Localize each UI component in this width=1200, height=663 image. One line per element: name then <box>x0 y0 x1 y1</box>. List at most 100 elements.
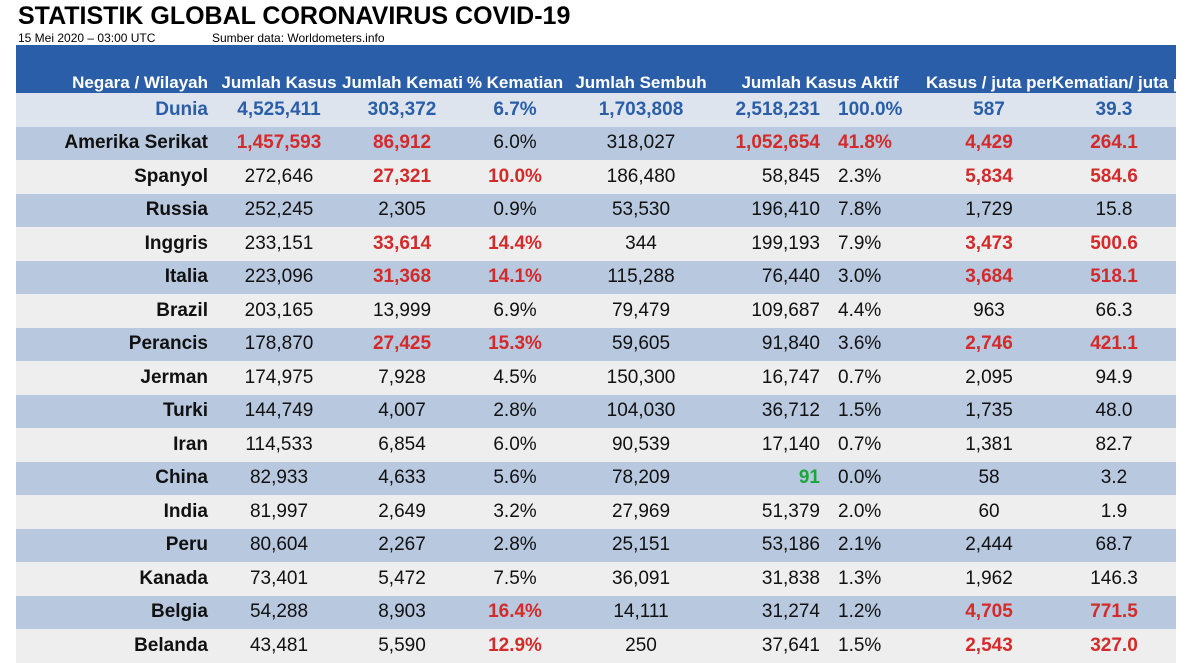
cell-active-percent: 7.8% <box>834 193 927 227</box>
cell-active-percent: 0.0% <box>834 461 927 495</box>
cell-total-cases: 4,525,411 <box>216 93 342 127</box>
table-row: Belgia 54,288 8,903 16.4% 14,111 31,274 1.2% 4,… <box>16 595 1177 629</box>
cell-recovered: 150,300 <box>568 361 714 395</box>
cell-death-percent: 6.0% <box>462 428 568 462</box>
cell-total-cases: 54,288 <box>216 595 342 629</box>
cell-active-cases: 109,687 <box>714 294 834 328</box>
cell-total-deaths: 2,267 <box>342 528 462 562</box>
table-row: China 82,933 4,633 5.6% 78,209 91 0.0% 58 3.2 <box>16 461 1177 495</box>
table-row: Perancis 178,870 27,425 15.3% 59,605 91,840 3.… <box>16 327 1177 361</box>
cell-death-percent: 14.4% <box>462 227 568 261</box>
cell-total-cases: 272,646 <box>216 160 342 194</box>
cell-death-percent: 2.8% <box>462 528 568 562</box>
cell-cases-per-million: 963 <box>926 294 1053 328</box>
cell-cases-per-million: 2,095 <box>926 361 1053 395</box>
cell-country: India <box>16 495 216 529</box>
table-row: Jerman 174,975 7,928 4.5% 150,300 16,747 0.7% 2… <box>16 361 1177 395</box>
cell-cases-per-million: 1,381 <box>926 428 1053 462</box>
cell-total-cases: 1,457,593 <box>216 126 342 160</box>
cell-cases-per-million: 2,444 <box>926 528 1053 562</box>
cell-country: China <box>16 461 216 495</box>
cell-recovered: 250 <box>568 629 714 663</box>
cell-total-deaths: 7,928 <box>342 361 462 395</box>
cell-active-percent: 2.0% <box>834 495 927 529</box>
cell-total-cases: 178,870 <box>216 327 342 361</box>
data-source: Sumber data: Worldometers.info <box>212 31 385 45</box>
cell-active-cases: 2,518,231 <box>714 93 834 127</box>
cell-cases-per-million: 587 <box>926 93 1053 127</box>
cell-recovered: 90,539 <box>568 428 714 462</box>
cell-death-percent: 3.2% <box>462 495 568 529</box>
cell-active-percent: 2.3% <box>834 160 927 194</box>
table-row: India 81,997 2,649 3.2% 27,969 51,379 2.0% 60 1.… <box>16 495 1177 529</box>
covid-stats-table: Negara / Wilayah Jumlah Kasus Jumlah Kem… <box>16 45 1177 663</box>
table-row: Amerika Serikat 1,457,593 86,912 6.0% 318,02… <box>16 126 1177 160</box>
cell-deaths-per-million: 48.0 <box>1052 394 1177 428</box>
cell-recovered: 115,288 <box>568 260 714 294</box>
header-active-cases: Jumlah Kasus Aktif <box>714 45 927 93</box>
cell-death-percent: 6.0% <box>462 126 568 160</box>
table-row: Kanada 73,401 5,472 7.5% 36,091 31,838 1.3% 1,9… <box>16 562 1177 596</box>
cell-deaths-per-million: 518.1 <box>1052 260 1177 294</box>
cell-deaths-per-million: 15.8 <box>1052 193 1177 227</box>
table-row: Turki 144,749 4,007 2.8% 104,030 36,712 1.5% 1,… <box>16 394 1177 428</box>
cell-recovered: 25,151 <box>568 528 714 562</box>
cell-deaths-per-million: 82.7 <box>1052 428 1177 462</box>
cell-death-percent: 12.9% <box>462 629 568 663</box>
cell-death-percent: 5.6% <box>462 461 568 495</box>
cell-country: Iran <box>16 428 216 462</box>
cell-recovered: 186,480 <box>568 160 714 194</box>
cell-deaths-per-million: 146.3 <box>1052 562 1177 596</box>
cell-deaths-per-million: 39.3 <box>1052 93 1177 127</box>
cell-cases-per-million: 1,729 <box>926 193 1053 227</box>
cell-total-cases: 252,245 <box>216 193 342 227</box>
cell-recovered: 36,091 <box>568 562 714 596</box>
cell-total-cases: 43,481 <box>216 629 342 663</box>
cell-country: Russia <box>16 193 216 227</box>
cell-death-percent: 7.5% <box>462 562 568 596</box>
header-recovered: Jumlah Sembuh <box>568 45 714 93</box>
cell-active-cases: 91,840 <box>714 327 834 361</box>
cell-total-deaths: 13,999 <box>342 294 462 328</box>
cell-country: Kanada <box>16 562 216 596</box>
cell-total-cases: 114,533 <box>216 428 342 462</box>
cell-recovered: 79,479 <box>568 294 714 328</box>
cell-deaths-per-million: 421.1 <box>1052 327 1177 361</box>
cell-recovered: 53,530 <box>568 193 714 227</box>
cell-total-deaths: 27,425 <box>342 327 462 361</box>
cell-active-cases: 199,193 <box>714 227 834 261</box>
cell-cases-per-million: 3,473 <box>926 227 1053 261</box>
header-cases-per-million: Kasus / juta penduduk <box>926 45 1053 93</box>
cell-total-deaths: 86,912 <box>342 126 462 160</box>
cell-total-cases: 233,151 <box>216 227 342 261</box>
cell-recovered: 318,027 <box>568 126 714 160</box>
cell-active-percent: 41.8% <box>834 126 927 160</box>
cell-active-cases: 16,747 <box>714 361 834 395</box>
cell-recovered: 14,111 <box>568 595 714 629</box>
cell-cases-per-million: 4,429 <box>926 126 1053 160</box>
cell-total-cases: 81,997 <box>216 495 342 529</box>
cell-deaths-per-million: 327.0 <box>1052 629 1177 663</box>
cell-death-percent: 16.4% <box>462 595 568 629</box>
cell-country: Peru <box>16 528 216 562</box>
cell-death-percent: 10.0% <box>462 160 568 194</box>
cell-deaths-per-million: 66.3 <box>1052 294 1177 328</box>
cell-death-percent: 6.7% <box>462 93 568 127</box>
cell-active-cases: 58,845 <box>714 160 834 194</box>
cell-active-percent: 1.5% <box>834 394 927 428</box>
header-total-cases: Jumlah Kasus <box>216 45 342 93</box>
cell-total-deaths: 5,590 <box>342 629 462 663</box>
cell-active-percent: 1.3% <box>834 562 927 596</box>
cell-total-cases: 144,749 <box>216 394 342 428</box>
header-country: Negara / Wilayah <box>16 45 216 93</box>
cell-total-cases: 223,096 <box>216 260 342 294</box>
header-deaths-per-million: Kematian/ juta penduduk <box>1052 45 1177 93</box>
cell-death-percent: 4.5% <box>462 361 568 395</box>
cell-deaths-per-million: 584.6 <box>1052 160 1177 194</box>
cell-death-percent: 0.9% <box>462 193 568 227</box>
table-row: Spanyol 272,646 27,321 10.0% 186,480 58,845 2.… <box>16 160 1177 194</box>
cell-total-deaths: 303,372 <box>342 93 462 127</box>
cell-total-cases: 174,975 <box>216 361 342 395</box>
cell-recovered: 78,209 <box>568 461 714 495</box>
cell-total-deaths: 2,305 <box>342 193 462 227</box>
